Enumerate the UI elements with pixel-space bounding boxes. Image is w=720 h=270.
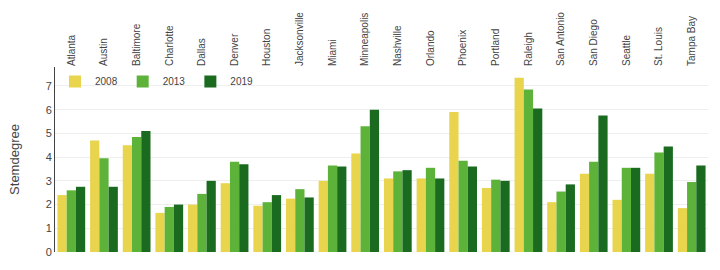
svg-text:2019: 2019 — [230, 76, 253, 87]
svg-text:Minneapolis: Minneapolis — [359, 13, 370, 66]
svg-text:Houston: Houston — [261, 29, 272, 66]
svg-text:Nashville: Nashville — [392, 25, 403, 66]
svg-text:2008: 2008 — [95, 76, 118, 87]
svg-text:San Antonio: San Antonio — [555, 12, 566, 66]
svg-text:Tampa Bay: Tampa Bay — [686, 16, 697, 66]
svg-text:Raleigh: Raleigh — [523, 32, 534, 66]
svg-text:Portland: Portland — [490, 29, 501, 66]
svg-text:Seattle: Seattle — [621, 34, 632, 66]
svg-text:6: 6 — [46, 104, 52, 116]
svg-text:San Diego: San Diego — [588, 19, 599, 66]
svg-text:Phoenix: Phoenix — [457, 30, 468, 66]
svg-text:Orlando: Orlando — [425, 30, 436, 66]
svg-text:0: 0 — [46, 246, 52, 258]
svg-text:1: 1 — [46, 222, 52, 234]
svg-text:Jacksonville: Jacksonville — [294, 12, 305, 66]
svg-text:2013: 2013 — [163, 76, 186, 87]
svg-text:Baltimore: Baltimore — [131, 23, 142, 66]
svg-text:Atlanta: Atlanta — [66, 34, 77, 66]
svg-text:5: 5 — [46, 127, 52, 139]
svg-text:Miami: Miami — [327, 39, 338, 66]
svg-text:4: 4 — [46, 151, 52, 163]
svg-text:2: 2 — [46, 198, 52, 210]
svg-text:Charlotte: Charlotte — [164, 25, 175, 66]
svg-text:7: 7 — [46, 80, 52, 92]
svg-text:Austin: Austin — [98, 38, 109, 66]
svg-text:3: 3 — [46, 175, 52, 187]
svg-text:Stemdegree: Stemdegree — [7, 124, 22, 195]
svg-text:Denver: Denver — [229, 33, 240, 66]
svg-text:Dallas: Dallas — [196, 38, 207, 66]
svg-text:St. Louis: St. Louis — [653, 27, 664, 66]
